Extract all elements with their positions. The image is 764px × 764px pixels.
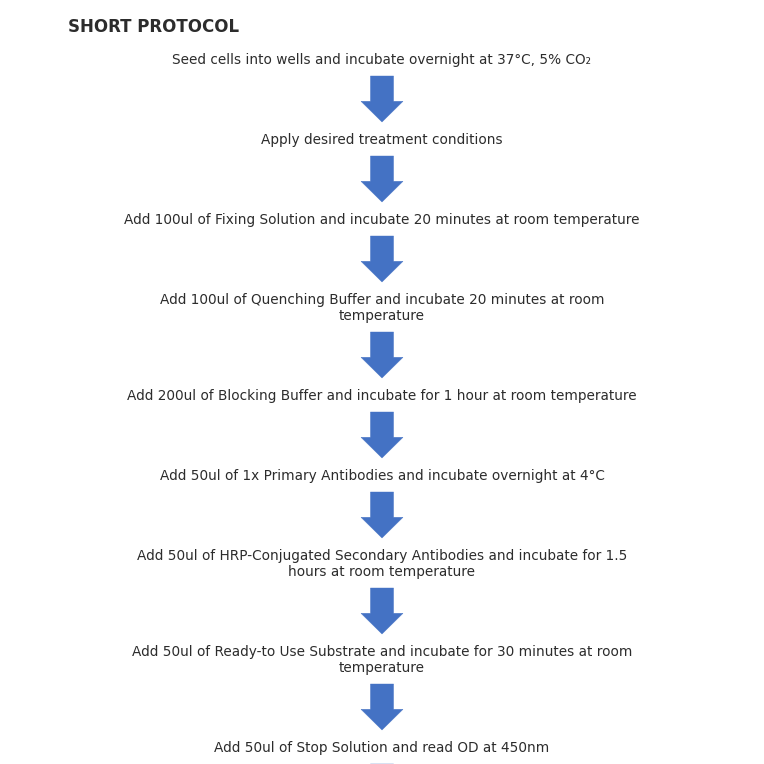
Text: Apply desired treatment conditions: Apply desired treatment conditions [261,133,503,147]
Polygon shape [361,332,403,378]
Text: SHORT PROTOCOL: SHORT PROTOCOL [68,18,239,36]
Text: Add 50ul of 1x Primary Antibodies and incubate overnight at 4°C: Add 50ul of 1x Primary Antibodies and in… [160,469,604,483]
Text: Add 100ul of Fixing Solution and incubate 20 minutes at room temperature: Add 100ul of Fixing Solution and incubat… [125,213,639,227]
Polygon shape [361,236,403,282]
Text: Add 200ul of Blocking Buffer and incubate for 1 hour at room temperature: Add 200ul of Blocking Buffer and incubat… [127,389,637,403]
Text: Seed cells into wells and incubate overnight at 37°C, 5% CO₂: Seed cells into wells and incubate overn… [173,53,591,67]
Polygon shape [361,492,403,538]
Polygon shape [361,76,403,122]
Polygon shape [361,588,403,634]
Text: Add 50ul of Ready-to Use Substrate and incubate for 30 minutes at room
temperatu: Add 50ul of Ready-to Use Substrate and i… [132,645,632,675]
Text: Add 100ul of Quenching Buffer and incubate 20 minutes at room
temperature: Add 100ul of Quenching Buffer and incuba… [160,293,604,323]
Polygon shape [361,412,403,458]
Text: Add 50ul of HRP-Conjugated Secondary Antibodies and incubate for 1.5
hours at ro: Add 50ul of HRP-Conjugated Secondary Ant… [137,549,627,579]
Polygon shape [361,684,403,730]
Text: Add 50ul of Stop Solution and read OD at 450nm: Add 50ul of Stop Solution and read OD at… [215,741,549,755]
Polygon shape [361,156,403,202]
